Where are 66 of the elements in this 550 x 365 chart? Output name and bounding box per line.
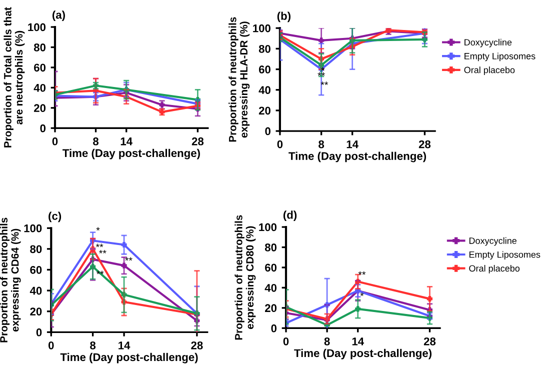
x-tick-label: 14 (120, 138, 132, 146)
x-tick-label: 28 (424, 337, 436, 346)
x-axis-title: Time (Day post-challenge) (62, 148, 200, 160)
legend-label: Empty Liposomes (469, 251, 540, 260)
x-tick-label: 0 (52, 137, 58, 146)
y-axis-title: Proportion of neutrophils expressing HLA-DR (%) (228, 17, 250, 142)
y-tick-label: 60 (34, 64, 46, 72)
y-tick-label: 40 (34, 84, 46, 92)
chart-title: (d) (283, 210, 297, 221)
x-tick-label: 14 (118, 342, 130, 350)
y-tick-label: 40 (264, 284, 277, 292)
x-axis-title: Time (Day post-challenge) (294, 348, 432, 360)
y-tick-label: 40 (258, 86, 270, 94)
y-tick-label: 100 (253, 24, 270, 32)
x-tick-label: 14 (352, 338, 364, 346)
annotation: ** (125, 257, 132, 261)
annotation: * (321, 67, 325, 71)
y-axis-title: Proportion of neutrophils expressing CD80 (%) (234, 215, 256, 340)
annotation: ** (99, 250, 106, 254)
annotation: * (96, 227, 100, 230)
x-tick-label: 0 (283, 337, 289, 346)
x-tick-label: 8 (318, 140, 324, 148)
y-tick-label: 0 (36, 328, 42, 336)
x-axis-title: Time (Day post-challenge) (288, 152, 426, 162)
y-tick-label: 60 (265, 264, 277, 272)
legend-label: Empty Liposomes (464, 52, 536, 62)
x-tick-label: 8 (93, 137, 99, 146)
y-tick-label: 80 (258, 44, 270, 53)
x-tick-label: 8 (90, 341, 96, 350)
annotation: ** (320, 82, 328, 85)
y-tick-label: 80 (30, 245, 42, 254)
x-tick-label: 0 (277, 140, 283, 148)
y-tick-label: 0 (265, 127, 270, 136)
legend-label: Doxycycline (464, 38, 512, 48)
legend-label: Oral placebo (469, 264, 520, 274)
y-tick-label: 80 (34, 44, 46, 52)
x-tick-label: 0 (48, 341, 54, 350)
y-tick-label: 20 (34, 104, 46, 112)
x-tick-label: 28 (192, 137, 204, 146)
y-tick-label: 100 (24, 224, 42, 232)
chart-title: (a) (52, 10, 65, 21)
chart-title: (b) (277, 12, 290, 22)
y-axis-title: Proportion of neutrophils expressing CD64 (%) (0, 218, 21, 342)
y-tick-label: 60 (258, 66, 270, 74)
y-tick-label: 60 (30, 266, 42, 274)
chart-title: (c) (48, 212, 62, 222)
x-axis-title: Time (Day post-challenge) (60, 352, 198, 364)
y-tick-label: 80 (264, 244, 277, 252)
legend-label: Oral placebo (464, 66, 515, 75)
x-tick-label: 14 (346, 140, 358, 148)
y-tick-label: 0 (271, 324, 277, 332)
y-tick-label: 20 (265, 304, 277, 312)
y-tick-label: 100 (259, 223, 277, 232)
annotation: * (360, 292, 364, 296)
y-tick-label: 40 (30, 286, 42, 295)
y-axis-title: Proportion of Total cells that are neutrophils (%) (4, 7, 25, 148)
y-tick-label: 0 (40, 124, 46, 132)
legend-label: Doxycycline (469, 237, 516, 246)
annotation: ** (358, 271, 366, 275)
annotation: ** (96, 244, 104, 248)
x-tick-label: 28 (191, 341, 203, 350)
y-tick-label: 100 (28, 23, 46, 32)
y-tick-label: 20 (30, 308, 42, 316)
x-tick-label: 8 (324, 337, 330, 346)
y-tick-label: 20 (258, 106, 270, 115)
x-tick-label: 28 (418, 140, 431, 148)
